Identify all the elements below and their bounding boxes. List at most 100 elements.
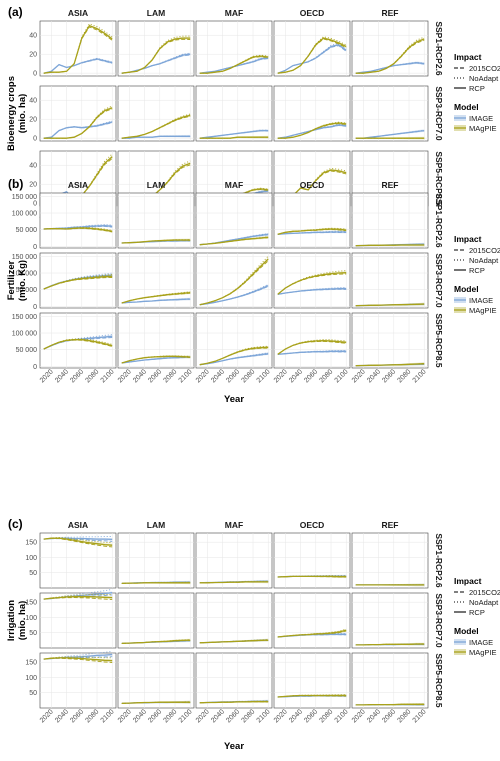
series-line-image-rcp [199, 285, 269, 306]
uncertainty-band [199, 189, 269, 204]
series-line-image-2015co2 [277, 231, 347, 235]
series-line-image-2015co2 [43, 538, 113, 542]
x-tick-label: 2060 [381, 368, 397, 384]
series-line-image-rcp [277, 350, 347, 355]
series-line-image-2015co2 [43, 594, 113, 600]
legend-item: NoAdapt [469, 74, 499, 83]
region-strip-label: OECD [300, 8, 325, 18]
region-strip-label: LAM [147, 180, 165, 190]
legend-title-impact: Impact [454, 234, 482, 244]
series-line-magpie-noadapt [199, 136, 269, 139]
series-line-magpie-rcp [43, 107, 113, 139]
series-line-magpie-noadapt [355, 643, 425, 646]
legend-item: MAgPIE [469, 306, 497, 315]
x-tick-label: 2100 [412, 368, 428, 384]
series-line-magpie-2015co2 [43, 657, 113, 663]
y-tick-label: 100 [25, 675, 37, 682]
series-line-image-noadapt [277, 42, 347, 74]
series-line-image-noadapt [43, 650, 113, 660]
series-line-magpie-2015co2 [121, 292, 191, 304]
series-line-magpie-rcp [355, 244, 425, 247]
y-tick-label: 50 [29, 570, 37, 577]
series-line-image-noadapt [121, 581, 191, 584]
series-line-image-noadapt [43, 120, 113, 139]
series-line-magpie-noadapt [121, 239, 191, 244]
series-line-magpie-2015co2 [43, 537, 113, 548]
series-line-magpie-rcp [43, 657, 113, 662]
y-tick-label: 0 [33, 244, 37, 251]
y-tick-label: 40 [29, 98, 37, 105]
series-line-image-2015co2 [277, 634, 347, 638]
x-tick-label: 2080 [162, 368, 178, 384]
series-line-image-2015co2 [199, 130, 269, 139]
y-tick-label: 150 000 [12, 194, 37, 201]
scenario-strip-label: SSP1-RCP2.6 [434, 193, 444, 248]
facet-maf-2 [195, 85, 273, 142]
series-line-magpie-noadapt [199, 581, 269, 584]
x-tick-label: 2040 [288, 708, 304, 724]
series-line-magpie-noadapt [199, 639, 269, 644]
series-line-image-2015co2 [199, 234, 269, 246]
x-tick-label: 2080 [396, 708, 412, 724]
uncertainty-band [121, 638, 191, 644]
legend-item: NoAdapt [469, 256, 499, 265]
legend-item: IMAGE [469, 296, 493, 305]
series-line-image-2015co2 [277, 351, 347, 355]
y-axis-title: Bioenergy crops(mio. ha) [6, 76, 28, 151]
region-strip-label: LAM [147, 8, 165, 18]
y-tick-label: 20 [29, 117, 37, 124]
series-line-magpie-2015co2 [199, 581, 269, 584]
legend-item: IMAGE [469, 638, 493, 647]
series-line-magpie-rcp [355, 38, 425, 74]
x-tick-label: 2080 [162, 708, 178, 724]
y-tick-label: 0 [33, 364, 37, 371]
series-line-image-2015co2 [43, 656, 113, 660]
series-line-image-2015co2 [43, 225, 113, 230]
facet-oecd-2 [273, 252, 351, 309]
series-line-magpie-noadapt [277, 270, 347, 295]
series-line-image-2015co2 [121, 298, 191, 304]
facet-lam-2 [117, 252, 195, 309]
y-tick-label: 150 000 [12, 254, 37, 261]
region-strip-label: OECD [300, 520, 325, 530]
series-line-magpie-2015co2 [199, 237, 269, 246]
series-line-image-noadapt [277, 287, 347, 295]
region-strip-label: LAM [147, 520, 165, 530]
scenario-strip-label: SSP5-RCP8.5 [434, 151, 444, 206]
y-tick-label: 0 [33, 71, 37, 78]
x-tick-label: 2080 [318, 708, 334, 724]
uncertainty-band [121, 355, 191, 363]
series-line-magpie-noadapt [199, 255, 269, 306]
legend-title-model: Model [454, 102, 479, 112]
series-line-image-noadapt [43, 57, 113, 74]
series-line-magpie-rcp [277, 122, 347, 139]
series-line-image-noadapt [355, 243, 425, 247]
region-strip-label: OECD [300, 180, 325, 190]
series-line-magpie-2015co2 [277, 38, 347, 74]
facet-frame [273, 312, 351, 369]
series-line-image-2015co2 [121, 356, 191, 364]
series-line-magpie-noadapt [121, 355, 191, 364]
facet-oecd-3 [273, 652, 351, 709]
series-line-magpie-2015co2 [121, 639, 191, 644]
series-line-image-rcp [277, 288, 347, 295]
y-tick-label: 150 [25, 660, 37, 667]
x-tick-label: 2020 [273, 708, 289, 724]
x-tick-label: 2060 [303, 708, 319, 724]
y-axis-title: Irrigation(mio. ha) [6, 600, 28, 641]
uncertainty-band [43, 275, 113, 289]
uncertainty-band [199, 233, 269, 245]
series-line-magpie-2015co2 [277, 273, 347, 295]
scenario-strip-label: SSP3-RCP7.0 [434, 86, 444, 141]
x-tick-label: 2100 [256, 368, 272, 384]
series-line-magpie-noadapt [121, 701, 191, 704]
y-tick-label: 0 [33, 201, 37, 208]
x-tick-label: 2040 [132, 368, 148, 384]
scenario-strip-label: SSP3-RCP7.0 [434, 253, 444, 308]
facet-frame [351, 192, 429, 249]
facet-frame [273, 85, 351, 142]
y-tick-label: 40 [29, 33, 37, 40]
x-tick-label: 2020 [195, 708, 211, 724]
